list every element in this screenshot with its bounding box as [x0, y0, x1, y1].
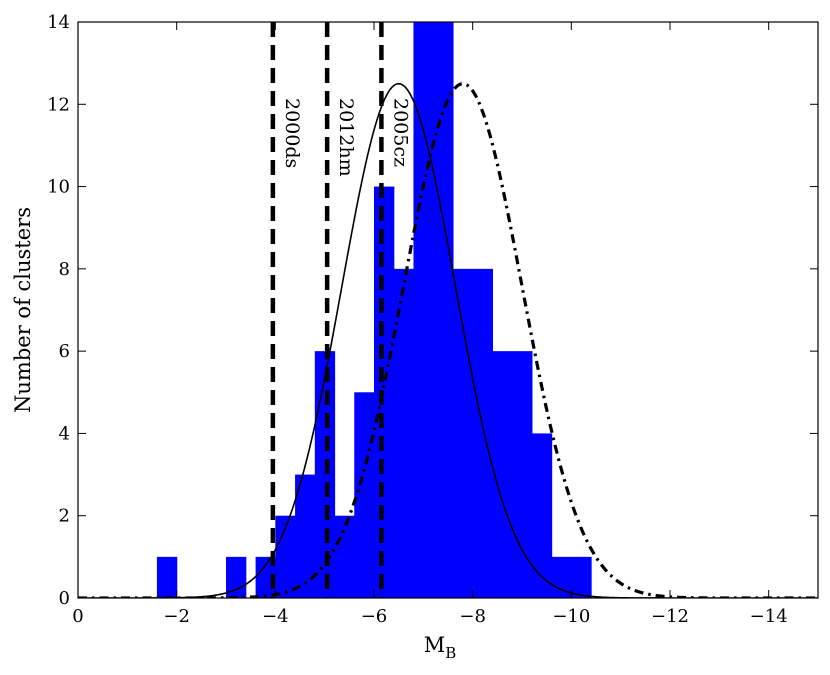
y-tick-label-2: 4 — [59, 423, 70, 444]
ticks — [77, 21, 818, 599]
vline-label-2000ds: 2000ds — [281, 98, 303, 168]
x-tick-labels: 0 −2 −4 −6 −8 −10 −12 −14 — [72, 606, 787, 627]
histogram-bar-0 — [156, 556, 178, 598]
x-tick-label-4: −8 — [459, 606, 486, 627]
x-tick-label-5: −10 — [552, 606, 590, 627]
histogram-bar-6 — [334, 515, 355, 598]
x-tick-label-6: −12 — [651, 606, 689, 627]
x-tick-label-2: −4 — [262, 606, 289, 627]
vline-label-2005cz: 2005cz — [389, 98, 411, 167]
y-tick-label-4: 8 — [59, 259, 70, 280]
y-tick-label-3: 6 — [59, 341, 70, 362]
histogram-bar-7 — [354, 392, 375, 598]
histogram-bar-3 — [275, 515, 296, 598]
y-tick-label-5: 10 — [47, 177, 70, 198]
histogram-bars — [156, 22, 592, 598]
x-tick-label-0: 0 — [72, 606, 83, 627]
histogram-bar-4 — [295, 474, 316, 598]
x-tick-label-1: −2 — [163, 606, 190, 627]
x-axis-label-subscript: B — [445, 644, 456, 662]
plot-frame — [77, 21, 819, 599]
histogram-bar-15 — [512, 351, 533, 598]
y-tick-label-1: 2 — [59, 506, 70, 527]
x-tick-label-7: −14 — [750, 606, 788, 627]
vline-label-2012hm: 2012hm — [335, 98, 357, 177]
y-tick-label-7: 14 — [47, 12, 70, 33]
x-axis-label: MB — [424, 633, 457, 662]
histogram-bar-14 — [492, 351, 513, 598]
y-tick-label-0: 0 — [59, 588, 70, 609]
histogram-bar-11 — [433, 22, 454, 598]
y-axis-label: Number of clusters — [11, 207, 35, 413]
histogram-bar-18 — [571, 556, 592, 598]
vertical-lines: 2000ds 2012hm 2005cz — [270, 22, 411, 598]
y-tick-labels: 0 2 4 6 8 10 12 14 — [47, 12, 70, 609]
histogram-bar-5 — [314, 351, 336, 598]
histogram-bar-16 — [531, 433, 553, 598]
y-tick-label-6: 12 — [47, 94, 70, 115]
histogram-bar-13 — [472, 268, 493, 598]
histogram-bar-8 — [374, 186, 395, 598]
x-tick-label-3: −6 — [361, 606, 388, 627]
histogram-bar-9 — [393, 268, 415, 598]
histogram-bar-12 — [452, 268, 474, 598]
